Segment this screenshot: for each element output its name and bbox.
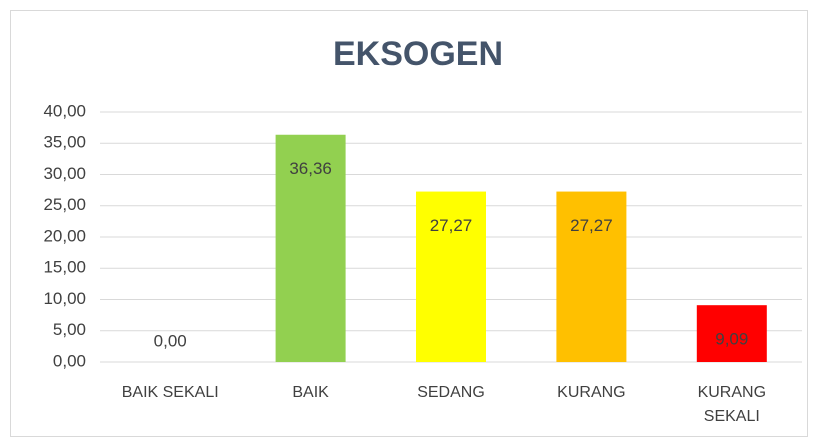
y-tick-label: 35,00 — [43, 133, 86, 152]
y-tick-label: 30,00 — [43, 164, 86, 183]
data-label: 36,36 — [289, 159, 332, 178]
y-tick-label: 10,00 — [43, 289, 86, 308]
x-tick-label: SEDANG — [417, 384, 485, 401]
y-tick-label: 15,00 — [43, 258, 86, 277]
y-tick-label: 5,00 — [53, 320, 86, 339]
bar — [696, 305, 767, 362]
x-tick-label: KURANG SEKALI — [697, 384, 767, 425]
x-tick-label: KURANG — [557, 384, 626, 401]
bar — [275, 134, 346, 362]
bar — [416, 191, 486, 362]
x-tick-label: BAIK — [292, 384, 329, 401]
x-tick-label: BAIK SEKALI — [121, 384, 219, 401]
y-tick-label: 0,00 — [53, 351, 86, 370]
chart-title: EKSOGEN — [333, 35, 503, 73]
data-label: 27,27 — [570, 216, 613, 235]
bar — [556, 191, 627, 362]
y-tick-label: 25,00 — [43, 195, 86, 214]
y-tick-label: 20,00 — [43, 226, 86, 245]
y-tick-label: 40,00 — [43, 101, 86, 120]
data-label: 9,09 — [715, 330, 748, 349]
data-label: 27,27 — [430, 216, 473, 235]
data-label: 0,00 — [154, 331, 187, 350]
chart-border — [10, 10, 808, 437]
